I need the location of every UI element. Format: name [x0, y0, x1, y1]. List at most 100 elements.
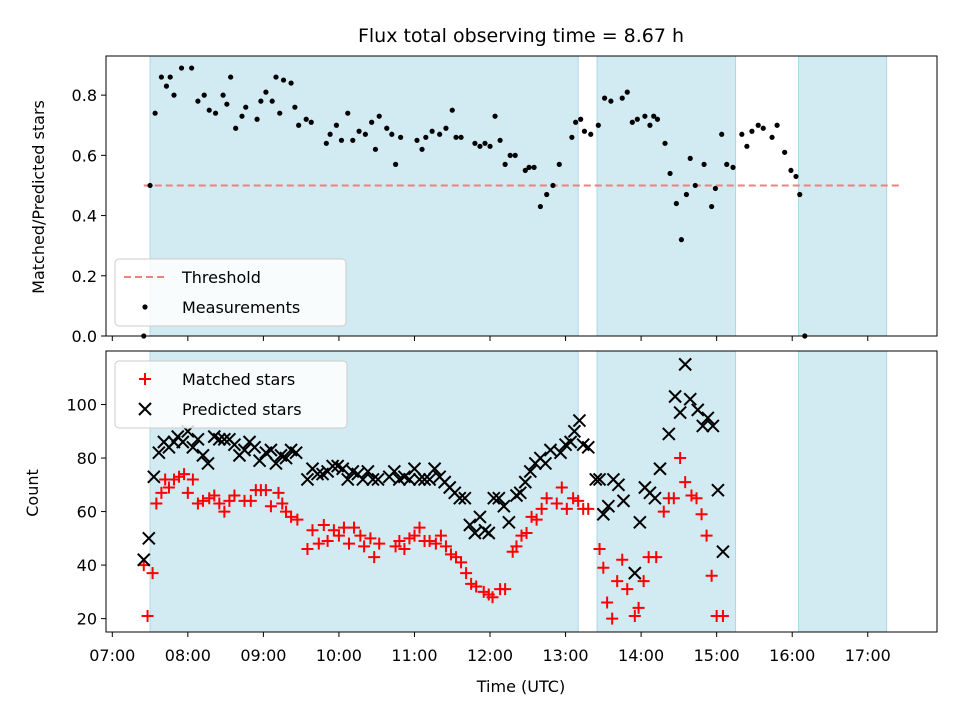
measurement-point [492, 113, 498, 119]
measurement-point [167, 74, 173, 80]
matched-point [621, 583, 634, 596]
predicted-point [538, 456, 553, 471]
measurement-point [782, 149, 788, 155]
measurement-point [376, 113, 382, 119]
matched-point [167, 473, 180, 486]
bottom-legend: Matched stars Predicted stars [114, 360, 348, 429]
measurement-point [327, 131, 333, 137]
matched-point [196, 494, 209, 507]
predicted-point [711, 483, 725, 497]
y-tick-label: 60 [77, 503, 97, 522]
predicted-point [152, 445, 166, 460]
matched-point [393, 535, 406, 548]
predicted-point [147, 470, 161, 484]
measurement-point [602, 95, 608, 101]
matched-point [306, 524, 319, 537]
predicted-point [186, 440, 200, 455]
measurement-point [356, 128, 362, 134]
predicted-point [497, 499, 511, 513]
matched-point [403, 532, 416, 545]
measurement-point [709, 203, 715, 210]
predicted-point [662, 427, 676, 441]
measurement-point [654, 116, 661, 122]
predicted-point [176, 435, 190, 449]
x-tick-label: 13:00 [543, 646, 589, 665]
matched-point [429, 537, 442, 550]
measurement-point [749, 128, 755, 134]
matched-point [637, 575, 650, 588]
matched-point [244, 494, 257, 507]
predicted-point [341, 472, 355, 487]
measurement-point [333, 122, 340, 128]
measurement-point [507, 152, 513, 158]
y-tick-label: 80 [77, 449, 97, 468]
matched-point [354, 529, 367, 542]
legend-predicted-swatch [138, 402, 152, 416]
measurement-point [651, 113, 657, 119]
measurement-point [683, 191, 690, 198]
matched-point [343, 537, 356, 550]
x-tick-label: 09:00 [240, 646, 286, 665]
measurement-point [788, 167, 794, 174]
matched-point [358, 540, 371, 553]
matched-point [364, 532, 377, 545]
predicted-point [247, 440, 262, 455]
measurement-point [769, 134, 775, 140]
matched-point [611, 575, 624, 588]
predicted-point [336, 462, 350, 476]
measurement-point [642, 113, 648, 119]
x-tick-label: 15:00 [694, 646, 740, 665]
top-y-axis-label: Matched/Predicted stars [29, 100, 48, 294]
x-axis-label: Time (UTC) [476, 677, 565, 696]
matched-point [616, 553, 629, 566]
predicted-point [581, 440, 595, 455]
measurement-point [667, 170, 673, 177]
measurement-point [595, 122, 601, 128]
predicted-point [668, 389, 682, 404]
matched-point [301, 543, 314, 556]
measurement-point [158, 74, 164, 80]
matched-point [525, 510, 538, 523]
matched-point [499, 583, 512, 596]
predicted-point [683, 392, 697, 406]
matched-point [572, 494, 585, 507]
measurement-point [453, 134, 459, 140]
matched-point [567, 492, 580, 505]
x-tick-label: 12:00 [467, 646, 513, 665]
matched-point [434, 529, 447, 542]
matched-point [373, 537, 386, 550]
matched-point [155, 486, 168, 499]
measurement-point [228, 74, 234, 80]
matched-point [368, 551, 381, 564]
matched-point [674, 452, 687, 465]
matched-point [332, 529, 345, 542]
predicted-point [269, 456, 283, 471]
matched-point [228, 489, 241, 502]
measurement-point [692, 182, 698, 189]
measurement-point [522, 167, 528, 174]
matched-point [560, 502, 573, 515]
chart-title: Flux total observing time = 8.67 h [358, 25, 684, 47]
measurement-point [392, 161, 399, 167]
measurement-point [258, 98, 264, 104]
measurement-point [189, 65, 195, 71]
predicted-point [716, 545, 730, 559]
predicted-point [422, 472, 437, 487]
predicted-point [463, 518, 477, 532]
measurement-point [423, 134, 429, 140]
measurement-point [350, 137, 356, 143]
measurement-point [277, 110, 283, 116]
predicted-point [513, 486, 527, 500]
predicted-point [523, 464, 538, 479]
measurement-point [269, 98, 275, 104]
matched-point [628, 609, 641, 622]
measurement-point [624, 89, 630, 95]
predicted-point [356, 472, 370, 487]
matched-point [280, 505, 293, 518]
observing-window [596, 350, 737, 633]
predicted-point [518, 475, 532, 489]
measurement-point [578, 116, 584, 122]
predicted-point [191, 432, 205, 447]
legend-predicted-label: Predicted stars [182, 400, 302, 419]
measurement-point [362, 131, 368, 137]
